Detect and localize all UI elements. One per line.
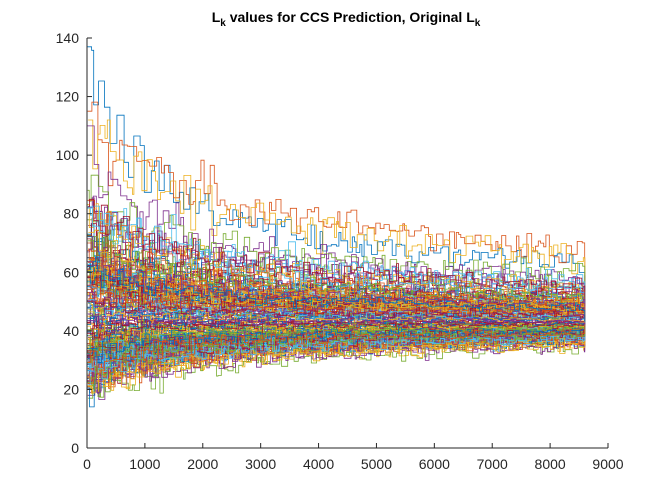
series-line [87,256,586,324]
series-line [88,307,586,324]
x-tick-label: 7000 [477,456,508,472]
y-tick-label: 20 [63,381,79,397]
series-line [87,317,586,328]
axes-layer: 0 1000 2000 3000 4000 5000 6000 7000 8000 9000 0 20… [56,30,624,472]
series-line [87,236,586,319]
x-tick-label: 6000 [419,456,450,472]
series-line [88,318,586,363]
y-tick-label: 60 [63,264,79,280]
x-tick-label: 2000 [187,456,218,472]
series-line [87,324,586,393]
series-line [87,203,586,326]
series-line [87,323,586,357]
title-middle: values for CCS Prediction, Original L [226,9,475,25]
title-suffix-sub: k [475,18,481,29]
title-prefix-main: L [212,9,221,25]
title-prefix-sub: k [220,18,226,29]
x-tick-label: 8000 [535,456,566,472]
y-tick-label: 100 [56,147,80,163]
y-tick-label: 0 [71,440,79,456]
series-layer [87,46,586,408]
series-line [87,325,586,387]
series-line [88,320,586,386]
series-line [87,321,586,393]
x-tick-label: 3000 [245,456,276,472]
series-line [87,205,586,324]
y-tick-label: 120 [56,89,80,105]
series-line [87,207,586,324]
series-line [87,320,586,339]
x-tick-label: 1000 [129,456,160,472]
series-line [88,320,586,351]
series-line [87,101,586,320]
x-tick-label: 5000 [361,456,392,472]
series-line [87,295,586,325]
y-tick-label: 40 [63,323,79,339]
series-line [87,174,586,324]
chart-title: Lk values for CCS Prediction, Original L… [212,9,481,29]
series-line [87,197,586,320]
series-line [87,324,586,374]
series-line [87,125,586,321]
series-line [87,46,586,322]
y-tick-label: 140 [56,30,80,46]
series-line [88,119,586,326]
x-tick-label: 4000 [303,456,334,472]
y-tick-label: 80 [63,206,79,222]
series-line [88,198,586,323]
x-tick-label: 9000 [592,456,623,472]
x-tick-label: 0 [83,456,91,472]
series-line [88,325,586,368]
series-line [88,314,586,326]
series-line [87,308,586,325]
